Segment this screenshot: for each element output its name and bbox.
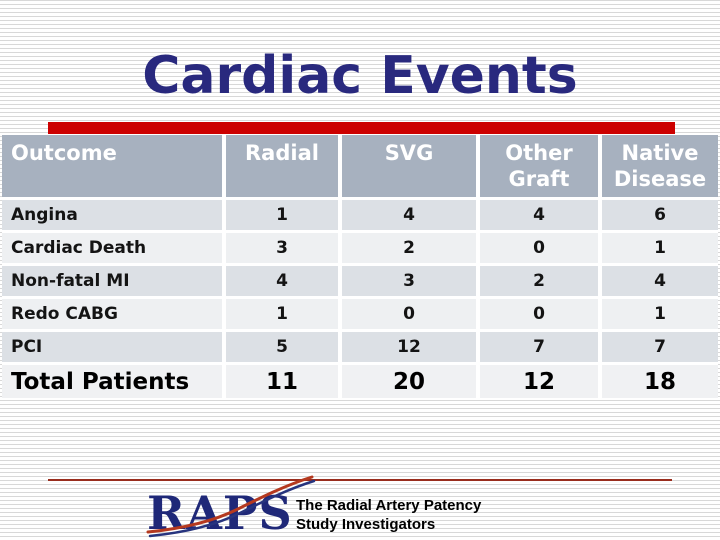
data-cell: 7 [480, 332, 598, 362]
data-cell: 1 [602, 299, 718, 329]
data-cell: 2 [480, 266, 598, 296]
data-cell: 3 [226, 233, 338, 263]
data-cell: 4 [480, 200, 598, 230]
total-cell: 18 [602, 365, 718, 398]
data-cell: 6 [602, 200, 718, 230]
data-cell: 0 [342, 299, 476, 329]
footer-caption-line1: The Radial Artery Patency [296, 497, 482, 514]
column-header-native-disease: Native Disease [602, 135, 718, 197]
data-cell: 0 [480, 299, 598, 329]
data-cell: 7 [602, 332, 718, 362]
total-cell: 11 [226, 365, 338, 398]
data-cell: 4 [226, 266, 338, 296]
row-label: PCI [2, 332, 222, 362]
raps-logo-swoosh-icon [146, 475, 316, 538]
data-cell: 2 [342, 233, 476, 263]
row-label: Cardiac Death [2, 233, 222, 263]
data-cell: 1 [602, 233, 718, 263]
data-cell: 3 [342, 266, 476, 296]
column-header-other-graft: Other Graft [480, 135, 598, 197]
data-cell: 1 [226, 299, 338, 329]
column-header-radial: Radial [226, 135, 338, 197]
footer-divider-line [48, 479, 672, 481]
row-label: Redo CABG [2, 299, 222, 329]
data-cell: 0 [480, 233, 598, 263]
row-label: Angina [2, 200, 222, 230]
slide-title: Cardiac Events [142, 46, 578, 106]
data-cell: 5 [226, 332, 338, 362]
total-cell: 12 [480, 365, 598, 398]
column-header-outcome: Outcome [2, 135, 222, 197]
data-cell: 4 [342, 200, 476, 230]
total-row-label: Total Patients [2, 365, 222, 398]
data-cell: 1 [226, 200, 338, 230]
total-cell: 20 [342, 365, 476, 398]
column-header-svg: SVG [342, 135, 476, 197]
cardiac-events-table: Outcome Radial SVG Other Graft Native Di… [2, 135, 718, 398]
footer-caption: The Radial Artery Patency Study Investig… [296, 496, 481, 534]
footer-caption-line2: Study Investigators [296, 516, 436, 533]
data-cell: 12 [342, 332, 476, 362]
title-accent-bar [48, 122, 675, 134]
row-label: Non-fatal MI [2, 266, 222, 296]
data-cell: 4 [602, 266, 718, 296]
